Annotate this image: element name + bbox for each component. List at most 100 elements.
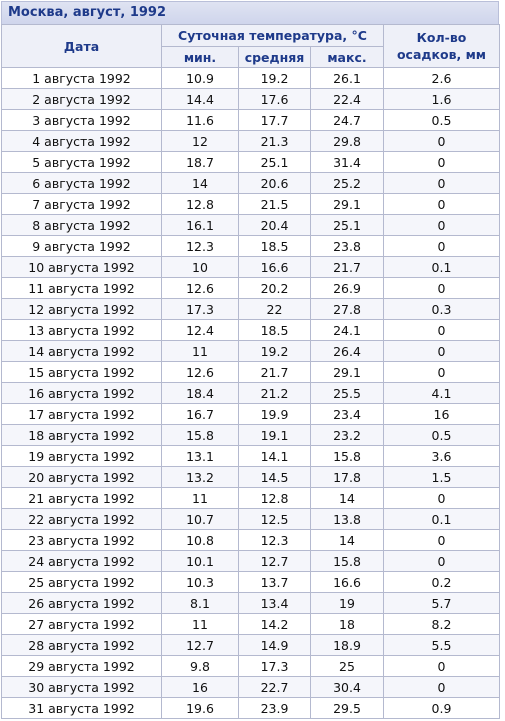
table-row: 17 августа 1992 16.7 19.9 23.4 16 [1,403,500,425]
table-row: 24 августа 1992 10.1 12.7 15.8 0 [1,550,500,572]
min-temp-cell: 16 [161,676,239,698]
table-caption: Москва, август, 1992 [1,1,499,24]
avg-temp-cell: 21.2 [238,382,311,404]
precipitation-header-line1: Кол-во [416,30,467,45]
avg-temp-cell: 14.5 [238,466,311,488]
max-temp-cell: 24.1 [310,319,384,341]
min-temp-cell: 12.4 [161,319,239,341]
max-temp-cell: 15.8 [310,445,384,467]
precipitation-cell: 0 [383,235,500,257]
date-cell: 19 августа 1992 [1,445,162,467]
avg-temp-cell: 14.1 [238,445,311,467]
table-row: 21 августа 1992 11 12.8 14 0 [1,487,500,509]
max-temp-cell: 13.8 [310,508,384,530]
max-temp-cell: 23.4 [310,403,384,425]
table-row: 11 августа 1992 12.6 20.2 26.9 0 [1,277,500,299]
table-row: 15 августа 1992 12.6 21.7 29.1 0 [1,361,500,383]
min-temp-cell: 17.3 [161,298,239,320]
max-temp-cell: 25.1 [310,214,384,236]
table-header: Дата Суточная температура, °С Кол-во осад… [1,24,500,68]
precipitation-cell: 3.6 [383,445,500,467]
avg-temp-cell: 12.8 [238,487,311,509]
max-temp-cell: 22.4 [310,88,384,110]
temperature-group-header: Суточная температура, °С [161,24,384,47]
table-row: 8 августа 1992 16.1 20.4 25.1 0 [1,214,500,236]
table-row: 29 августа 1992 9.8 17.3 25 0 [1,655,500,677]
table-body: 1 августа 1992 10.9 19.2 26.1 2.6 2 августа 1… [1,67,500,719]
max-temp-cell: 23.8 [310,235,384,257]
date-cell: 3 августа 1992 [1,109,162,131]
min-temp-cell: 10.9 [161,67,239,89]
max-temp-cell: 29.8 [310,130,384,152]
avg-temp-cell: 14.2 [238,613,311,635]
min-temp-cell: 16.7 [161,403,239,425]
avg-temp-cell: 19.2 [238,340,311,362]
precipitation-column-header: Кол-во осадков, мм [383,24,500,68]
precipitation-cell: 0.5 [383,109,500,131]
precipitation-cell: 8.2 [383,613,500,635]
max-temp-cell: 25.2 [310,172,384,194]
precipitation-cell: 5.5 [383,634,500,656]
precipitation-cell: 0 [383,193,500,215]
avg-temp-cell: 21.3 [238,130,311,152]
precipitation-cell: 0 [383,340,500,362]
min-temp-column-header: мин. [161,46,239,68]
date-cell: 2 августа 1992 [1,88,162,110]
min-temp-cell: 12.8 [161,193,239,215]
max-temp-cell: 18.9 [310,634,384,656]
table-row: 14 августа 1992 11 19.2 26.4 0 [1,340,500,362]
max-temp-cell: 23.2 [310,424,384,446]
date-cell: 31 августа 1992 [1,697,162,719]
date-cell: 10 августа 1992 [1,256,162,278]
max-temp-cell: 17.8 [310,466,384,488]
min-temp-cell: 11.6 [161,109,239,131]
min-temp-cell: 18.7 [161,151,239,173]
date-cell: 5 августа 1992 [1,151,162,173]
max-temp-cell: 19 [310,592,384,614]
min-temp-cell: 11 [161,487,239,509]
date-cell: 29 августа 1992 [1,655,162,677]
table-row: 4 августа 1992 12 21.3 29.8 0 [1,130,500,152]
table-row: 16 августа 1992 18.4 21.2 25.5 4.1 [1,382,500,404]
date-cell: 27 августа 1992 [1,613,162,635]
date-cell: 13 августа 1992 [1,319,162,341]
date-cell: 14 августа 1992 [1,340,162,362]
avg-temp-cell: 17.7 [238,109,311,131]
date-cell: 6 августа 1992 [1,172,162,194]
date-cell: 4 августа 1992 [1,130,162,152]
max-temp-cell: 24.7 [310,109,384,131]
table-row: 5 августа 1992 18.7 25.1 31.4 0 [1,151,500,173]
date-cell: 1 августа 1992 [1,67,162,89]
avg-temp-cell: 19.1 [238,424,311,446]
precipitation-cell: 0.3 [383,298,500,320]
precipitation-cell: 0 [383,487,500,509]
max-temp-cell: 29.1 [310,193,384,215]
precipitation-cell: 0 [383,214,500,236]
min-temp-cell: 8.1 [161,592,239,614]
min-temp-cell: 9.8 [161,655,239,677]
min-temp-cell: 14 [161,172,239,194]
min-temp-cell: 13.1 [161,445,239,467]
min-temp-cell: 12 [161,130,239,152]
table-row: 31 августа 1992 19.6 23.9 29.5 0.9 [1,697,500,719]
avg-temp-cell: 17.6 [238,88,311,110]
min-temp-cell: 12.3 [161,235,239,257]
table-row: 23 августа 1992 10.8 12.3 14 0 [1,529,500,551]
avg-temp-cell: 21.7 [238,361,311,383]
date-cell: 8 августа 1992 [1,214,162,236]
date-cell: 24 августа 1992 [1,550,162,572]
avg-temp-cell: 14.9 [238,634,311,656]
avg-temp-cell: 18.5 [238,235,311,257]
precipitation-cell: 0 [383,655,500,677]
max-temp-cell: 26.1 [310,67,384,89]
date-cell: 17 августа 1992 [1,403,162,425]
avg-temp-cell: 16.6 [238,256,311,278]
date-cell: 16 августа 1992 [1,382,162,404]
precipitation-cell: 1.5 [383,466,500,488]
precipitation-cell: 0 [383,361,500,383]
precipitation-cell: 5.7 [383,592,500,614]
date-cell: 30 августа 1992 [1,676,162,698]
max-temp-cell: 14 [310,529,384,551]
precipitation-cell: 0 [383,550,500,572]
